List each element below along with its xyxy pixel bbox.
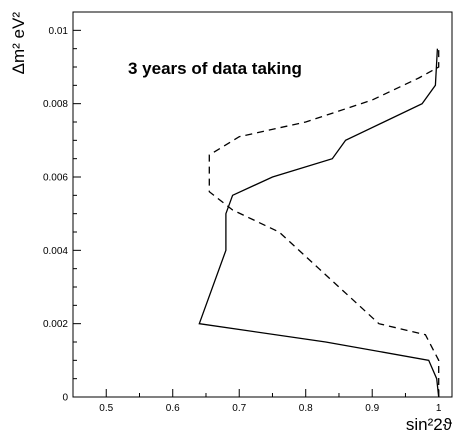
y-tick-label: 0.006 bbox=[43, 173, 68, 184]
x-tick-label: 0.7 bbox=[232, 403, 246, 414]
x-axis-title: sin²2ϑ bbox=[406, 415, 453, 434]
y-axis-ticks: 0 0.002 0.004 0.006 0.008 0.01 bbox=[43, 26, 81, 404]
dashed-contour-line bbox=[208, 48, 440, 397]
y-tick-label: 0.004 bbox=[43, 246, 68, 257]
plot-frame bbox=[72, 11, 453, 398]
x-tick-label: 0.5 bbox=[99, 403, 113, 414]
y-tick-label: 0.002 bbox=[43, 319, 68, 330]
x-tick-label: 0.6 bbox=[166, 403, 180, 414]
x-axis-ticks: 0.5 0.6 0.7 0.8 0.9 1 bbox=[72, 389, 442, 414]
x-tick-label: 0.8 bbox=[299, 403, 313, 414]
y-tick-label: 0.01 bbox=[49, 26, 69, 37]
series-layer bbox=[198, 48, 440, 398]
x-tick-label: 1 bbox=[436, 403, 442, 414]
x-tick-label: 0.9 bbox=[365, 403, 379, 414]
annotation-text: 3 years of data taking bbox=[128, 59, 302, 78]
y-axis-title: Δm² eV² bbox=[9, 12, 28, 75]
solid-contour-line bbox=[198, 48, 440, 398]
y-tick-label: 0 bbox=[62, 393, 68, 404]
y-tick-label: 0.008 bbox=[43, 99, 68, 110]
